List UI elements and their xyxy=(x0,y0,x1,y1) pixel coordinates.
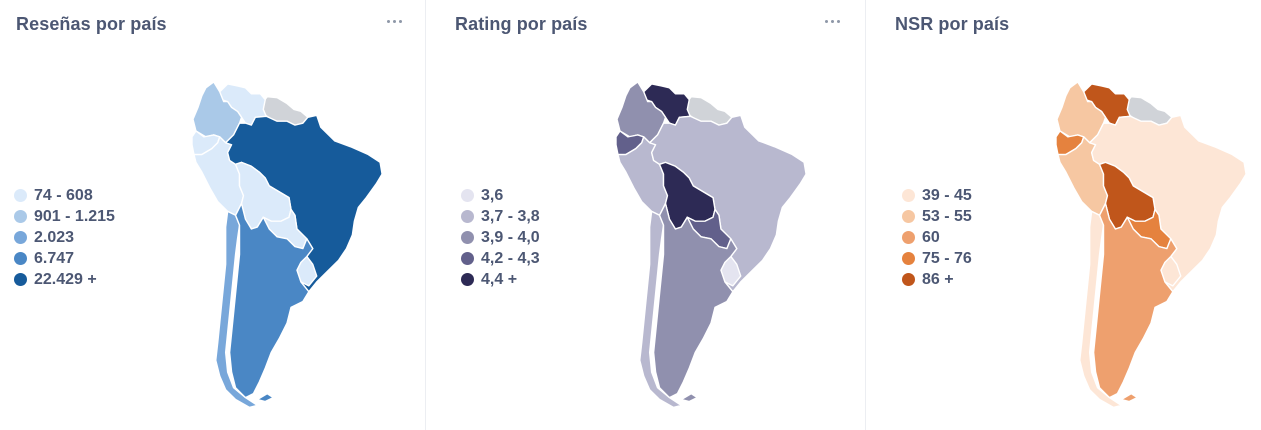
legend-item: 74 - 608 xyxy=(14,185,115,206)
map-legend: 39 - 45 53 - 55 60 75 - 76 86 + xyxy=(902,185,972,290)
legend-item: 6.747 xyxy=(14,248,115,269)
south-america-map xyxy=(1055,81,1247,409)
card-title: Reseñas por país xyxy=(16,14,167,34)
legend-item: 75 - 76 xyxy=(902,248,972,269)
card-divider xyxy=(425,0,426,430)
country-islands[interactable] xyxy=(1120,392,1138,403)
country-islands[interactable] xyxy=(680,392,698,403)
legend-item: 3,9 - 4,0 xyxy=(461,227,540,248)
legend-item: 86 + xyxy=(902,269,972,290)
legend-item: 3,7 - 3,8 xyxy=(461,206,540,227)
legend-item: 22.429 + xyxy=(14,269,115,290)
map-legend: 74 - 608 901 - 1.215 2.023 6.747 22.429 … xyxy=(14,185,115,290)
map-legend: 3,6 3,7 - 3,8 3,9 - 4,0 4,2 - 4,3 4,4 + xyxy=(461,185,540,290)
south-america-map xyxy=(191,81,383,409)
country-chile[interactable] xyxy=(639,210,683,409)
country-islands[interactable] xyxy=(256,392,274,403)
country-argentina[interactable] xyxy=(652,202,738,399)
legend-item: 3,6 xyxy=(461,185,540,206)
country-chile[interactable] xyxy=(215,210,259,409)
country-argentina[interactable] xyxy=(1092,202,1178,399)
legend-item: 4,2 - 4,3 xyxy=(461,248,540,269)
card-divider xyxy=(865,0,866,430)
card-nsr-por-pais: NSR por país 39 - 45 53 - 55 60 75 - 76 … xyxy=(875,0,1261,430)
legend-item: 53 - 55 xyxy=(902,206,972,227)
legend-item: 39 - 45 xyxy=(902,185,972,206)
legend-item: 901 - 1.215 xyxy=(14,206,115,227)
country-chile[interactable] xyxy=(1079,210,1123,409)
more-options-icon[interactable] xyxy=(382,10,406,32)
card-resenas-por-pais: Reseñas por país 74 - 608 901 - 1.215 2.… xyxy=(0,0,425,430)
legend-item: 4,4 + xyxy=(461,269,540,290)
legend-item: 2.023 xyxy=(14,227,115,248)
more-options-icon[interactable] xyxy=(820,10,844,32)
country-argentina[interactable] xyxy=(228,202,314,399)
legend-item: 60 xyxy=(902,227,972,248)
card-title: Rating por país xyxy=(455,14,588,34)
card-rating-por-pais: Rating por país 3,6 3,7 - 3,8 3,9 - 4,0 … xyxy=(435,0,865,430)
card-title: NSR por país xyxy=(895,14,1010,34)
south-america-map xyxy=(615,81,807,409)
